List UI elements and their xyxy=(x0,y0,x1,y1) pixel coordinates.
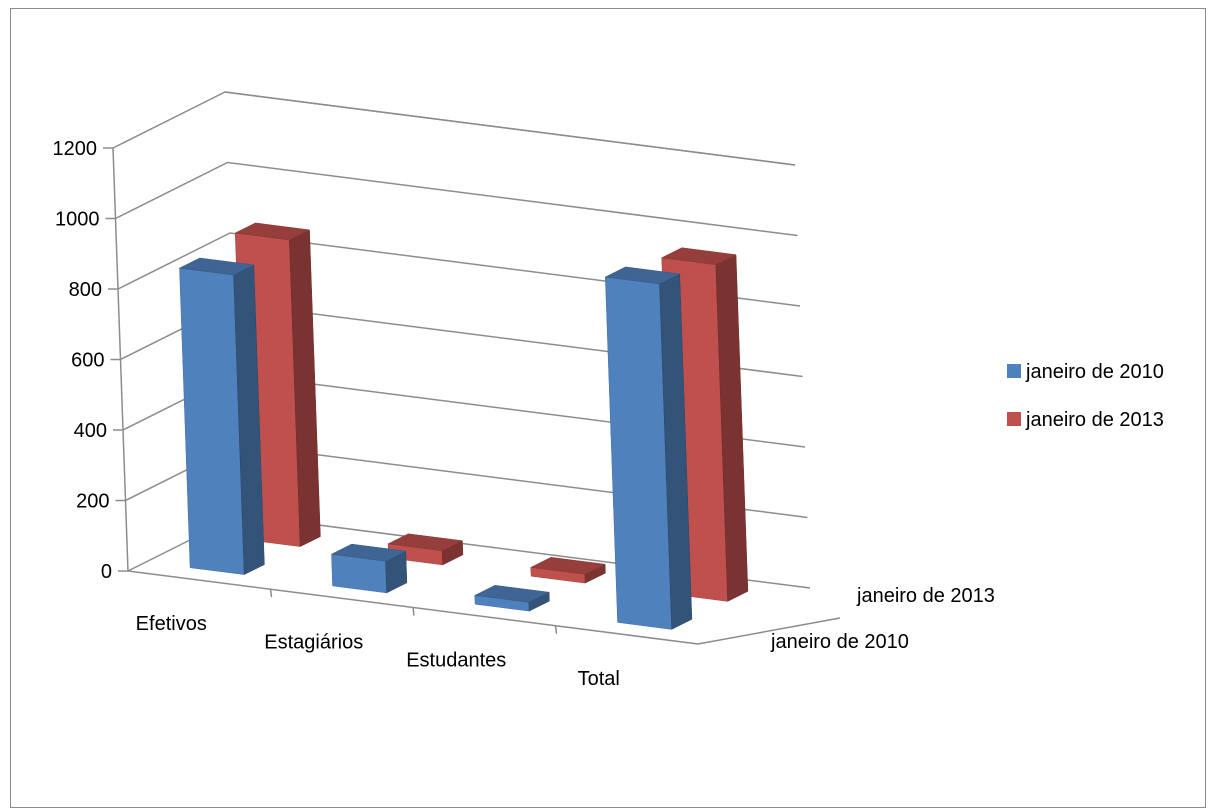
legend-swatch xyxy=(1007,412,1021,426)
bar xyxy=(529,557,606,584)
gridline xyxy=(112,91,796,166)
category-label: Efetivos xyxy=(136,613,207,635)
y-tick-label: 200 xyxy=(76,491,109,513)
wall-top-line xyxy=(224,91,796,166)
y-tick-label: 0 xyxy=(101,561,112,583)
bar xyxy=(604,266,693,630)
bar-top-face xyxy=(660,247,737,265)
category-label: Estagiários xyxy=(264,631,363,653)
bar xyxy=(178,257,265,575)
category-tick-mark xyxy=(412,607,415,616)
y-tick-label: 600 xyxy=(71,350,104,372)
bar-top-face xyxy=(473,585,550,603)
depth-axis-line xyxy=(697,617,841,645)
gridline xyxy=(115,161,798,237)
legend: janeiro de 2010 janeiro de 2013 xyxy=(1007,361,1164,431)
y-axis-ticks: 0 200 400 600 800 1000 1200 xyxy=(53,138,128,583)
depth-label: janeiro de 2010 xyxy=(770,631,909,653)
y-tick-label: 800 xyxy=(69,279,102,301)
category-tick-mark xyxy=(269,589,273,598)
category-label: Total xyxy=(578,668,620,690)
legend-label: janeiro de 2010 xyxy=(1025,361,1164,383)
bar xyxy=(473,585,550,612)
bar xyxy=(330,543,408,594)
bars xyxy=(178,222,749,630)
bar-front-face xyxy=(179,267,245,575)
bar-top-face xyxy=(387,533,464,552)
bar-top-face xyxy=(529,557,606,575)
bar xyxy=(387,533,464,566)
legend-label: janeiro de 2013 xyxy=(1025,409,1164,431)
category-tick-mark xyxy=(554,625,558,634)
bar-top-face xyxy=(330,543,407,562)
depth-label: janeiro de 2013 xyxy=(856,585,995,607)
y-tick-label: 1000 xyxy=(55,209,100,231)
y-tick-label: 400 xyxy=(74,420,107,442)
y-tick-label: 1200 xyxy=(53,138,98,160)
category-label: Estudantes xyxy=(406,650,506,672)
bar-top-face xyxy=(234,222,311,241)
x-axis-category-labels: Efetivos Estagiários Estudantes Total xyxy=(136,613,620,690)
bar-top-face xyxy=(604,266,681,285)
bar-top-face xyxy=(178,257,255,276)
depth-axis-labels: janeiro de 2010 janeiro de 2013 xyxy=(770,585,995,653)
legend-swatch xyxy=(1007,364,1021,378)
chart-canvas: 0 200 400 600 800 1000 1200 Efetivos Estagiário… xyxy=(53,91,1164,690)
